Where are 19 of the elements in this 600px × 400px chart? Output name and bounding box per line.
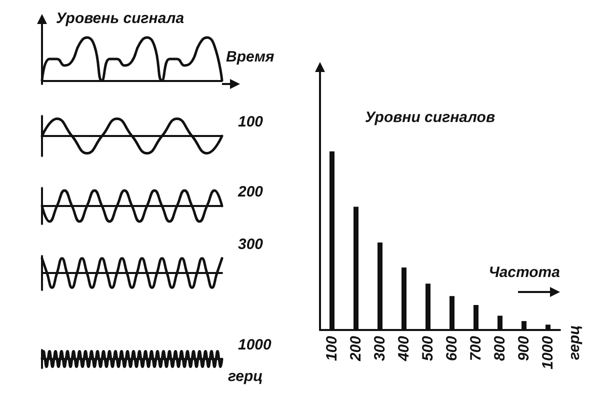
x-tick-label: 100	[324, 335, 340, 362]
x-tick-label: 200	[348, 335, 364, 362]
x-tick-label: 800	[492, 335, 508, 362]
x-axis-title: Частота	[488, 264, 560, 281]
x-tick-label: 900	[516, 335, 532, 362]
x-tick-label: 700	[468, 335, 484, 362]
x-tick-label: 500	[420, 335, 436, 362]
y-axis-title: Уровень сигнала	[56, 10, 184, 27]
series-label: 300	[238, 236, 264, 253]
x-tick-label: 300	[372, 335, 388, 362]
text: герц	[566, 325, 583, 360]
series-label: 100	[238, 114, 264, 130]
y-axis-title: Уровни сигналов	[365, 109, 496, 126]
x-tick-label: 400	[396, 335, 412, 362]
x-tick-label: 600	[444, 335, 460, 362]
series-label: 200	[237, 184, 264, 200]
x-axis-title: Время	[226, 48, 274, 66]
x-tick-label: 1000	[540, 335, 556, 370]
x-axis-title: герц	[228, 368, 263, 385]
